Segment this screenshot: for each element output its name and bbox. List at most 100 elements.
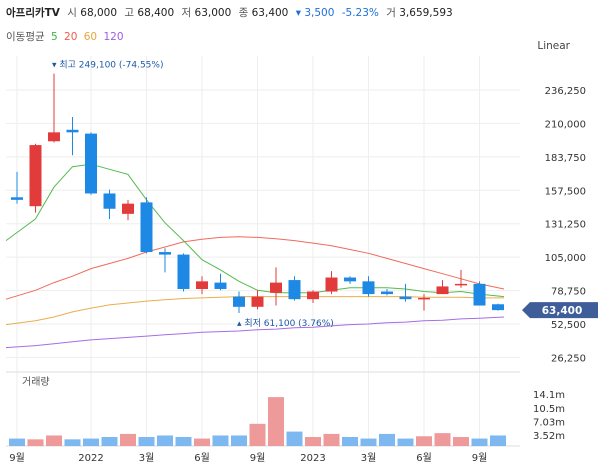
volume-bar [120,433,136,446]
x-tick-label: 6월 [194,452,210,464]
volume-tick-label: 7.03m [533,417,565,428]
volume-bar [397,438,414,446]
high-annotation: ▾ 최고 249,100 (-74.55%) [52,60,163,71]
y-tick-label: 105,000 [545,253,586,264]
last-price-tag [522,302,598,319]
candle-body [344,277,356,282]
volume-bar [305,437,321,446]
candle-body [455,283,467,286]
x-tick-label: 9월 [9,452,25,464]
volume-bar [101,437,118,446]
moving-average-legend: 이동평균 5 20 60 120 [6,29,127,44]
candle-body [11,197,23,200]
low-label: 저 [181,7,192,19]
volume-bar [286,431,303,446]
volume-bars [9,397,506,446]
volume-bar [175,437,192,446]
change-value: ▾ 3,500 [295,7,335,19]
volume-bar [249,423,266,446]
candle-body [177,254,190,289]
grid-lines [6,56,520,447]
volume-bar [360,438,377,446]
close-label: 종 [238,7,249,19]
x-tick-label: 6월 [416,452,432,464]
y-tick-label: 26,250 [551,353,586,364]
scale-mode-button[interactable]: Linear [537,40,570,52]
high-label: 고 [124,7,135,19]
low-value: 63,000 [194,7,232,19]
candle-body [307,291,319,300]
stock-name: 아프리카TV [6,7,60,19]
x-tick-label: 2022 [78,453,103,464]
close-value: 63,400 [251,7,289,19]
candle-body [270,282,282,293]
volume-bar [9,438,25,446]
candle-body [29,145,42,207]
y-tick-label: 78,750 [551,287,586,298]
volume-bar [64,439,81,446]
x-tick-label: 2023 [300,453,325,464]
high-value: 68,400 [137,7,175,19]
candle-body [251,296,264,307]
volume-tick-label: 10.5m [533,404,565,415]
candle-body [48,132,60,142]
volume-tick-label: 14.1m [533,390,565,401]
y-tick-label: 52,500 [551,320,586,331]
ma20-line [5,236,505,300]
volume-bar [268,397,284,446]
y-tick-label: 183,750 [545,153,586,164]
candle-body [325,277,338,292]
candles [11,73,504,314]
volume-bar [231,435,247,446]
candle-body [492,304,504,311]
volume-bar [27,439,44,446]
volume-bar [194,438,210,446]
x-tick-label: 9월 [472,452,488,464]
volume-label: 거 [386,7,396,19]
candle-body [288,280,301,300]
ma5-legend: 5 [50,31,58,43]
candle-body [473,283,486,306]
volume-axis: 14.1m 10.5m 7.03m 3.52m [533,390,565,442]
open-value: 68,000 [80,7,118,19]
volume-bar [212,435,229,446]
candle-body [196,281,208,289]
y-tick-label: 131,250 [545,220,586,231]
volume-bar [434,433,451,446]
annotations: ▾ 최고 249,100 (-74.55%) ▴ 최저 61,100 (3.76%… [22,60,598,388]
volume-bar [453,437,469,446]
open-label: 시 [67,7,77,19]
x-tick-label: 3월 [139,452,155,464]
candle-body [399,296,412,300]
x-tick-label: 3월 [361,452,377,464]
volume-panel-title: 거래량 [22,376,50,388]
candle-body [381,291,393,295]
candle-body [66,129,79,133]
candle-body [436,286,449,295]
change-percent: -5.23% [341,7,379,19]
y-tick-label: 210,000 [545,119,586,130]
candle-body [418,297,430,300]
candle-body [140,202,153,253]
ma60-legend: 60 [83,31,98,43]
candle-body [159,252,171,255]
volume-bar [471,438,488,446]
ma5-line [5,163,505,298]
candle-body [214,282,227,289]
low-annotation: ▴ 최저 61,100 (3.76%) [237,318,334,329]
volume-bar [157,435,173,446]
candle-body [122,203,134,214]
y-tick-label: 236,250 [545,86,586,97]
volume-bar [323,433,340,446]
chart-header: 아프리카TV 시 68,000 고 68,400 저 63,000 종 63,4… [6,5,457,20]
time-axis: 9월 2022 3월 6월 9월 2023 3월 6월 9월 [9,452,487,464]
ma120-legend: 120 [103,31,124,43]
candle-body [233,296,245,307]
volume-bar [83,438,99,446]
y-tick-label: 157,500 [545,186,586,197]
volume-bar [416,436,432,446]
ma120-line [5,316,505,349]
candle-body [362,281,375,295]
volume-value: 3,659,593 [399,7,453,19]
